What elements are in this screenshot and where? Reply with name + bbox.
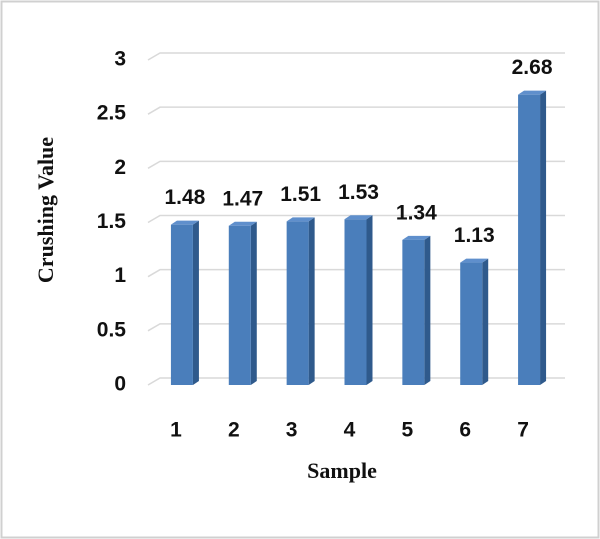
bar-front	[344, 219, 367, 385]
x-tick-label: 7	[517, 419, 529, 442]
x-axis-title: Sample	[307, 458, 377, 483]
bar-front	[460, 262, 483, 385]
bar-side	[250, 221, 257, 385]
grid-line	[147, 52, 565, 61]
bar-side	[366, 215, 373, 385]
bar	[344, 215, 373, 385]
bar	[286, 217, 315, 385]
bar-front	[228, 225, 251, 385]
x-tick-label: 5	[402, 419, 414, 442]
data-label: 1.51	[280, 183, 321, 206]
bar-side	[192, 220, 199, 385]
data-label: 1.48	[164, 186, 205, 209]
bar-top	[228, 221, 257, 226]
x-tick-label: 1	[170, 419, 182, 442]
y-tick-label: 2	[114, 156, 126, 179]
y-tick-label: 3	[114, 48, 126, 71]
bar	[228, 221, 257, 385]
data-label: 1.47	[222, 187, 263, 210]
data-label: 1.34	[396, 201, 437, 224]
x-tick-label: 2	[228, 419, 240, 442]
data-label: 2.68	[512, 56, 553, 79]
y-tick-label: 0.5	[97, 318, 127, 341]
bar-front	[170, 224, 193, 385]
bar-front	[402, 239, 425, 385]
bar	[170, 220, 199, 385]
bar-front	[518, 94, 541, 386]
grid-line	[147, 160, 565, 169]
x-tick-label: 6	[459, 419, 471, 442]
bar-side	[540, 90, 547, 386]
bar-side	[424, 235, 431, 385]
x-tick-label: 3	[286, 419, 298, 442]
bar-top	[402, 235, 431, 240]
bar	[460, 258, 489, 385]
y-tick-label: 1.5	[97, 210, 127, 233]
y-tick-label: 1	[114, 264, 126, 287]
bar-side	[482, 258, 489, 385]
data-label: 1.53	[338, 181, 379, 204]
y-tick-label: 0	[114, 373, 126, 396]
grid-line	[147, 214, 565, 224]
bar	[402, 235, 431, 385]
bar-front	[286, 221, 309, 385]
bar-top	[286, 217, 315, 222]
bar-top	[460, 258, 489, 263]
data-label: 1.13	[454, 224, 495, 247]
grid-line	[147, 106, 565, 115]
bar-side	[308, 217, 315, 385]
bar-top	[518, 90, 547, 95]
bar-top	[344, 215, 373, 220]
x-tick-label: 4	[344, 419, 356, 442]
y-axis-title: Crushing Value	[33, 137, 58, 283]
y-tick-label: 2.5	[97, 102, 127, 125]
bar-top	[170, 220, 199, 225]
bar	[518, 90, 547, 386]
